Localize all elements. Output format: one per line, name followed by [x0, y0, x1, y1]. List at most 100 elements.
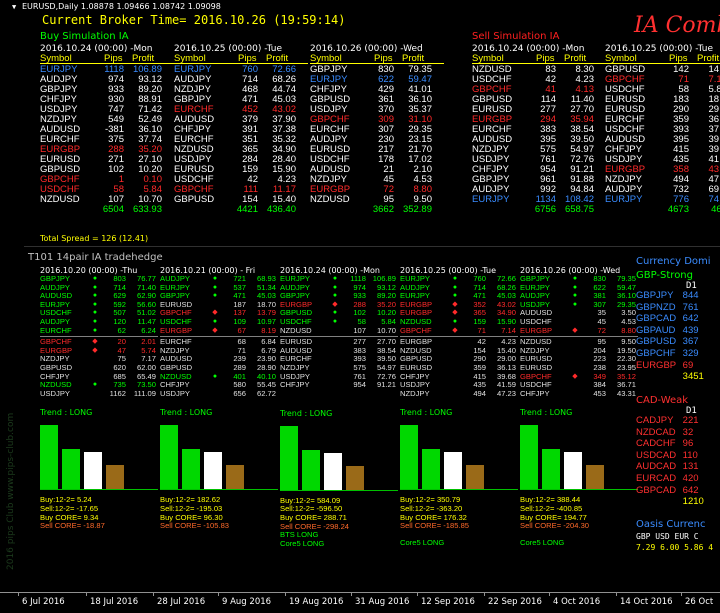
sim-column: 2016.10.25 (00:00) -Tue Symbol Pips Profit G…: [605, 44, 720, 215]
marker-icon: [450, 390, 460, 399]
pair-pips: 35: [597, 308, 606, 318]
panel-row: NZDJPY 204 19.50: [520, 346, 638, 356]
pair-symbol: USDJPY: [280, 371, 310, 381]
pair-symbol: EURJPY: [40, 299, 70, 309]
sim-row: EURUSD 159 15.90: [174, 165, 308, 175]
pair-profit: 41.59: [496, 380, 516, 390]
pair-profit: 6.24: [141, 325, 156, 335]
sim-date: 2016.10.24 (00:00) -Mon: [40, 44, 153, 54]
pair-pips: 961: [540, 174, 556, 185]
pair-profit: 2.10: [413, 164, 433, 175]
pair-pips: 102: [108, 164, 124, 175]
pair-pips: 732: [673, 184, 689, 195]
trend-bar-3: [324, 452, 342, 490]
pair-symbol: AUDJPY: [40, 74, 78, 85]
trend-bar-1: [400, 425, 418, 490]
panel-row: EURJPY ● 760 72.66: [400, 274, 518, 284]
sim-row: EURCHF 307 29.35: [310, 125, 444, 135]
pair-profit: 39.5: [708, 134, 720, 145]
panel-divider: [280, 489, 398, 491]
panel-row: NZDJPY 494 47.23: [400, 389, 518, 399]
axis-date-label: 28 Jul 2016: [157, 597, 206, 607]
pair-pips: 309: [378, 114, 394, 125]
pair-profit: 89.20: [138, 84, 162, 95]
sim-column: 2016.10.24 (00:00) -Mon Symbol Pips Profit N…: [472, 44, 606, 215]
pair-profit: 39.6: [708, 144, 720, 155]
pair-profit: 4.23: [501, 337, 516, 347]
pair-pips: 429: [378, 84, 394, 95]
red-diamond-icon: ◆: [92, 338, 98, 346]
pair-pips: 67: [237, 325, 246, 335]
sim-row: EURUSD 290 29.0: [605, 105, 720, 115]
marker-icon: [570, 364, 580, 373]
sim-row: AUDJPY 992 94.84: [472, 185, 606, 195]
pair-pips: 714: [113, 282, 126, 292]
pair-pips: 714: [473, 282, 486, 292]
pair-pips: 42: [477, 337, 486, 347]
pair-symbol: GBPCHF: [310, 114, 350, 125]
pair-pips: 75: [117, 354, 126, 364]
pair-profit: 2.01: [141, 337, 156, 347]
pair-profit: 72.66: [272, 64, 296, 75]
pair-profit: 9.50: [413, 194, 433, 205]
pair-profit: 14.2: [708, 64, 720, 75]
axis-date-label: 14 Oct 2016: [620, 597, 673, 607]
panel-date: 2016.10.24 (00:00) -Mon: [280, 266, 380, 275]
pair-profit: 7.17: [141, 354, 156, 364]
green-dot-icon: ●: [212, 372, 218, 380]
panel-row: GBPCHF ◆ 20 2.01: [40, 338, 158, 347]
panel-divider: [40, 489, 158, 491]
marker-icon: [450, 347, 460, 356]
sim-row: NZDUSD 365 34.90: [174, 145, 308, 155]
pair-profit: 76.77: [136, 274, 156, 283]
pair-symbol: EURGBP: [472, 114, 513, 125]
panel-date: 2016.10.26 (00:00) -Wed: [520, 266, 621, 275]
sim-date: 2016.10.25 (00:00) -Tue: [174, 44, 283, 54]
strong-list: GBPJPY 844 GBPNZD 761 GBPCAD 642 GBPAUD 439 GBPU…: [636, 290, 720, 383]
pair-symbol: GBPCHF: [40, 337, 72, 347]
panel-stat: Buy:12-2= 584.09: [280, 495, 341, 505]
dominance-row: GBPCAD 642: [636, 485, 720, 497]
sim-header-row: Symbol Pips Profit: [174, 54, 308, 64]
panel-row: GBPCHF ◆ 349 35.12: [520, 372, 638, 382]
tradehedge-panel: 2016.10.20 (00:00) -Thu GBPJPY ● 803 76.77 AU…: [40, 266, 158, 531]
pair-pips: 395: [673, 134, 689, 145]
pair-pips: 1162: [109, 388, 126, 398]
tradehedge-panel: 2016.10.24 (00:00) -Mon EURJPY ● 1118 106.89…: [280, 266, 398, 548]
marker-icon: [450, 373, 460, 382]
trend-bar-4: [226, 465, 244, 490]
pair-symbol: GBPJPY: [636, 290, 674, 301]
axis-date-label: 12 Sep 2016: [421, 597, 475, 607]
sim-row: GBPUSD 114 11.40: [472, 95, 606, 105]
pair-pips: 375: [108, 134, 124, 145]
pair-symbol: EURCHF: [174, 134, 214, 145]
pair-pips: 187: [233, 299, 246, 309]
marker-icon: [570, 309, 580, 318]
sim-row: EURCHF 359 36.1: [605, 115, 720, 125]
pair-pips: 294: [540, 114, 556, 125]
pair-pips: 277: [353, 337, 366, 347]
sim-row: AUDUSD 379 37.90: [174, 115, 308, 125]
panel-row: USDJPY ● 307 29.35: [520, 300, 638, 310]
panel-stat: Sell CORE= -204.30: [520, 521, 590, 531]
pair-symbol: AUDJPY: [605, 184, 643, 195]
pair-profit: 29.35: [408, 124, 432, 135]
pair-symbol: CHFJPY: [400, 371, 430, 381]
pair-symbol: CHFJPY: [310, 84, 347, 95]
pair-symbol: AUDUSD: [520, 308, 553, 318]
sim-row: NZDJPY 575 54.97: [472, 145, 606, 155]
pair-value: 32: [682, 426, 694, 438]
pair-value: 367: [682, 336, 699, 348]
axis-date-label: 9 Aug 2016: [222, 597, 272, 607]
pair-symbol: EURJPY: [160, 282, 190, 292]
pair-profit: 37.5: [708, 124, 720, 135]
dropdown-arrow-icon[interactable]: ▼: [12, 3, 17, 11]
panel-row: USDCHF ● 109 10.97: [160, 317, 278, 327]
dominance-row: EURCAD 420: [636, 473, 720, 485]
pair-profit: 59.47: [616, 282, 636, 292]
col-profit: Profit: [697, 53, 720, 64]
pair-profit: 68.26: [496, 282, 516, 292]
red-diamond-icon: ◆: [212, 326, 218, 334]
pair-value: 1210: [682, 496, 704, 508]
pair-symbol: USDJPY: [40, 388, 70, 398]
